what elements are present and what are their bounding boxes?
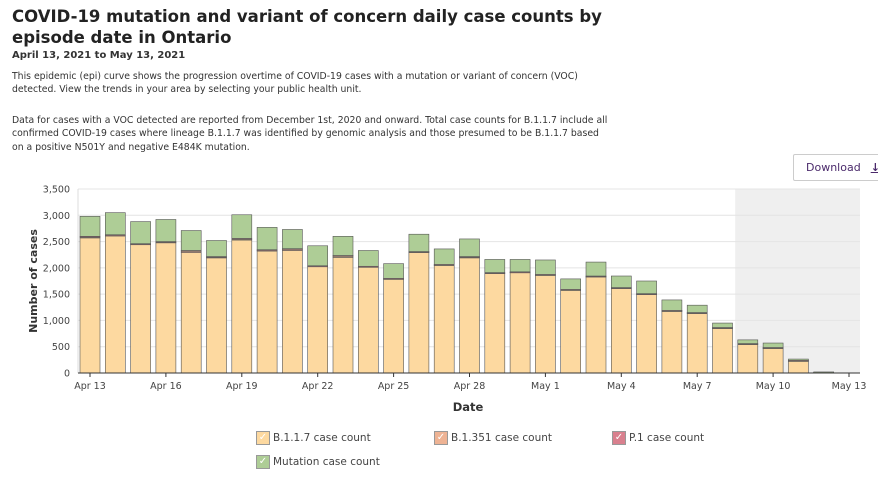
bar-B.1.1.7: [408, 251, 430, 374]
x-tick-label: May 13: [832, 381, 867, 392]
bar-B.1.1.7: [459, 257, 480, 374]
x-tick-label: Apr 28: [454, 381, 486, 392]
bar-B.1.1.7: [105, 235, 126, 374]
data-note: Data for cases with a VOC detected are r…: [12, 115, 608, 153]
bar-B.1.1.7: [307, 265, 329, 374]
checkbox-icon[interactable]: ✓: [434, 431, 448, 445]
bar-B.1.1.7: [383, 278, 404, 374]
bar-Mutation: [256, 227, 278, 251]
bar-B.1.1.7: [79, 237, 101, 374]
y-tick-label: 2,000: [43, 263, 70, 274]
bar-B.1.1.7: [357, 266, 379, 374]
bar-Mutation: [762, 342, 784, 348]
y-tick-label: 3,500: [43, 185, 70, 196]
bar-B.1.1.7: [610, 287, 632, 374]
x-tick-label: May 10: [756, 381, 791, 392]
legend-item[interactable]: ✓ P.1 case count: [612, 431, 704, 445]
bar-Mutation: [585, 261, 607, 277]
y-tick-label: 0: [64, 369, 70, 380]
bar-B.1.1.7: [130, 244, 151, 374]
bar-Mutation: [282, 229, 303, 249]
bar-Mutation: [206, 240, 227, 257]
checkbox-icon[interactable]: ✓: [612, 431, 626, 445]
bar-Mutation: [610, 275, 632, 288]
download-label: Download: [806, 161, 861, 174]
bar-B.1.1.7: [712, 327, 733, 374]
bar-Mutation: [560, 278, 582, 290]
bar-Mutation: [661, 299, 683, 311]
bar-Mutation: [155, 219, 177, 242]
x-tick-label: Apr 25: [378, 381, 410, 392]
x-tick-label: Apr 19: [226, 381, 258, 392]
download-button[interactable]: Download ↓: [793, 154, 878, 181]
bar-Mutation: [433, 248, 455, 265]
legend-item[interactable]: ✓ B.1.1.7 case count: [256, 431, 371, 445]
y-tick-label: 2,500: [43, 237, 70, 248]
bar-Mutation: [357, 250, 379, 267]
legend-item[interactable]: ✓ B.1.351 case count: [434, 431, 552, 445]
x-tick-label: Apr 22: [302, 381, 334, 392]
bar-B.1.1.7: [788, 360, 809, 374]
page-title: COVID-19 mutation and variant of concern…: [12, 7, 602, 47]
bar-B.1.1.7: [560, 289, 582, 374]
bar-Mutation: [509, 259, 531, 273]
bar-Mutation: [484, 259, 506, 273]
bar-B.1.1.7: [180, 252, 202, 374]
y-tick-label: 500: [52, 342, 70, 353]
bar-Mutation: [307, 245, 329, 267]
x-tick-label: Apr 16: [150, 381, 182, 392]
bar-Mutation: [686, 304, 708, 313]
y-axis-title: Number of cases: [27, 229, 40, 333]
bar-Mutation: [79, 216, 101, 237]
bar-Mutation: [231, 214, 253, 239]
download-arrow-icon: ↓: [870, 161, 878, 174]
legend-label: B.1.351 case count: [451, 432, 553, 444]
x-tick-label: Apr 13: [74, 381, 106, 392]
bar-B.1.1.7: [509, 272, 531, 374]
bar-Mutation: [712, 322, 733, 328]
bar-B.1.1.7: [231, 239, 253, 374]
bar-B.1.1.7: [585, 276, 607, 374]
bar-B.1.1.7: [155, 242, 177, 374]
y-tick-label: 1,000: [43, 316, 70, 327]
description: This epidemic (epi) curve shows the prog…: [12, 71, 578, 96]
bar-B.1.1.7: [737, 343, 759, 374]
bar-Mutation: [332, 236, 354, 256]
legend-label: P.1 case count: [629, 432, 705, 444]
chart: 0 500 1,000 1,500 2,000 2,500 3,000 3,500 Apr 13…: [27, 185, 867, 415]
bar-Mutation: [788, 358, 809, 361]
legend-item[interactable]: ✓ Mutation case count: [256, 455, 380, 469]
y-tick-label: 1,500: [43, 290, 70, 301]
bar-B.1.1.7: [636, 293, 657, 374]
bar-B.1.1.7: [256, 250, 278, 374]
bar-Mutation: [408, 233, 430, 252]
bar-B.1.1.7: [332, 257, 354, 374]
bar-Mutation: [535, 259, 556, 275]
legend-label: Mutation case count: [273, 456, 380, 468]
bar-B.1.1.7: [686, 312, 708, 374]
bar-Mutation: [636, 280, 657, 294]
bar-B.1.1.7: [282, 250, 303, 374]
checkbox-icon[interactable]: ✓: [256, 455, 270, 469]
bar-B.1.1.7: [433, 264, 455, 374]
bar-B.1.1.7: [484, 272, 506, 374]
legend-label: B.1.1.7 case count: [273, 432, 371, 444]
x-tick-label: May 4: [607, 381, 636, 392]
bar-B.1.1.7: [206, 257, 227, 374]
bar-B.1.1.7: [535, 274, 556, 374]
x-tick-label: May 1: [531, 381, 560, 392]
bar-Mutation: [383, 263, 404, 279]
x-tick-label: May 7: [683, 381, 712, 392]
bar-B.1.1.7: [762, 347, 784, 374]
bar-Mutation: [459, 238, 480, 257]
checkbox-icon[interactable]: ✓: [256, 431, 270, 445]
bar-Mutation: [180, 230, 202, 251]
bar-B.1.1.7: [661, 310, 683, 374]
bar-Mutation: [737, 339, 759, 344]
bar-Mutation: [105, 212, 126, 236]
x-axis-title: Date: [453, 400, 484, 414]
bar-Mutation: [130, 221, 151, 244]
y-tick-label: 3,000: [43, 211, 70, 222]
date-range: April 13, 2021 to May 13, 2021: [12, 50, 186, 61]
